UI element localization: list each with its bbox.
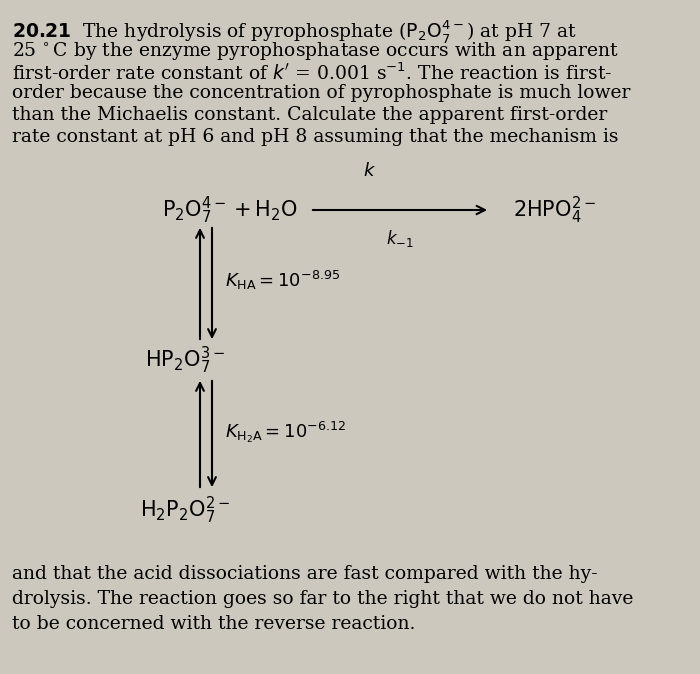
Text: 25$\,^\circ$C by the enzyme pyrophosphatase occurs with an apparent: 25$\,^\circ$C by the enzyme pyrophosphat… xyxy=(12,40,619,62)
Text: $\mathrm{2HPO_4^{2-}}$: $\mathrm{2HPO_4^{2-}}$ xyxy=(513,194,596,226)
Text: $\mathrm{HP_2O_7^{3-}}$: $\mathrm{HP_2O_7^{3-}}$ xyxy=(145,344,225,375)
Text: drolysis. The reaction goes so far to the right that we do not have: drolysis. The reaction goes so far to th… xyxy=(12,590,634,608)
Text: $k_{-1}$: $k_{-1}$ xyxy=(386,228,414,249)
Text: $K_{\mathrm{H_2A}} = 10^{-6.12}$: $K_{\mathrm{H_2A}} = 10^{-6.12}$ xyxy=(225,419,346,445)
Text: and that the acid dissociations are fast compared with the hy-: and that the acid dissociations are fast… xyxy=(12,565,598,583)
Text: first-order rate constant of $k^{\prime}$ = 0.001 s$^{-1}$. The reaction is firs: first-order rate constant of $k^{\prime}… xyxy=(12,62,612,84)
Text: rate constant at pH 6 and pH 8 assuming that the mechanism is: rate constant at pH 6 and pH 8 assuming … xyxy=(12,128,619,146)
Text: to be concerned with the reverse reaction.: to be concerned with the reverse reactio… xyxy=(12,615,415,633)
Text: $\mathrm{P_2O_7^{4-} + H_2O}$: $\mathrm{P_2O_7^{4-} + H_2O}$ xyxy=(162,194,298,226)
Text: $\mathbf{20.21}$  The hydrolysis of pyrophosphate ($\mathrm{P_2O_7^{4-}}$) at pH: $\mathbf{20.21}$ The hydrolysis of pyrop… xyxy=(12,18,577,45)
Text: $k$: $k$ xyxy=(363,162,377,180)
Text: $K_{\mathrm{HA}} = 10^{-8.95}$: $K_{\mathrm{HA}} = 10^{-8.95}$ xyxy=(225,268,340,292)
Text: $\mathrm{H_2P_2O_7^{2-}}$: $\mathrm{H_2P_2O_7^{2-}}$ xyxy=(140,495,230,526)
Text: than the Michaelis constant. Calculate the apparent first-order: than the Michaelis constant. Calculate t… xyxy=(12,106,608,124)
Text: order because the concentration of pyrophosphate is much lower: order because the concentration of pyrop… xyxy=(12,84,631,102)
